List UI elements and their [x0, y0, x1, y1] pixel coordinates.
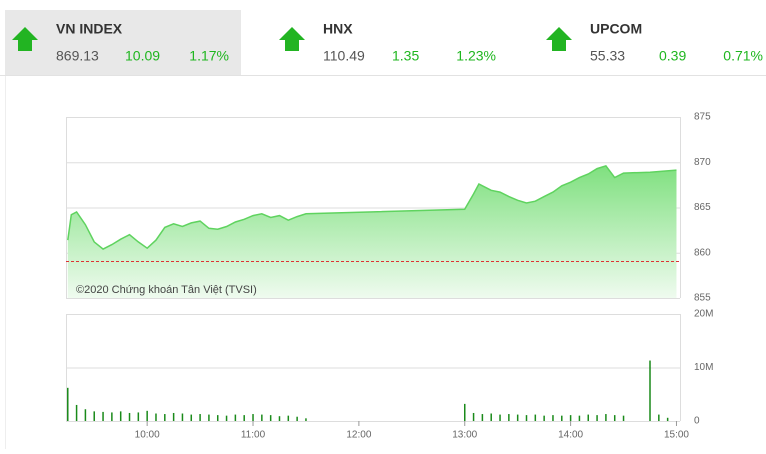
volume-bar	[622, 415, 625, 421]
y-tick-label: 875	[694, 112, 711, 123]
volume-bar	[649, 360, 651, 421]
volume-bar	[543, 415, 545, 421]
volume-bar	[552, 415, 554, 421]
up-arrow	[546, 27, 572, 51]
volume-bar	[119, 411, 122, 421]
x-tick-label: 14:00	[558, 430, 583, 441]
volume-bar	[234, 414, 237, 421]
volume-bar	[605, 414, 607, 421]
volume-bar	[525, 415, 528, 421]
y-tick-label: 855	[694, 293, 711, 304]
volume-bar	[587, 414, 590, 421]
volume-bar	[243, 415, 245, 421]
volume-bar	[199, 414, 201, 421]
x-tick-label: 12:00	[346, 430, 371, 441]
volume-bar	[261, 414, 263, 421]
up-arrow	[279, 27, 305, 51]
index-name[interactable]: UPCOM	[590, 21, 642, 37]
index-value: 55.33	[590, 48, 625, 64]
up-arrow	[12, 27, 38, 51]
index-change: 10.09	[125, 48, 160, 64]
volume-bar	[561, 415, 563, 421]
index-percent: 1.23%	[456, 48, 496, 64]
volume-bar	[252, 414, 254, 421]
volume-bar	[190, 414, 193, 421]
x-tick-label: 13:00	[452, 430, 477, 441]
volume-bar	[84, 409, 87, 421]
volume-bar	[481, 414, 484, 421]
index-value: 110.49	[323, 48, 365, 64]
volume-bar	[499, 414, 501, 421]
volume-bar	[164, 414, 166, 421]
index-percent: 0.71%	[723, 48, 763, 64]
volume-bar	[75, 404, 78, 421]
volume-bar	[296, 416, 298, 421]
y-tick-label: 0	[694, 416, 700, 427]
volume-bar	[278, 416, 281, 421]
volume-bar	[534, 414, 537, 421]
x-tick-label: 10:00	[135, 430, 160, 441]
volume-bar	[128, 412, 131, 421]
index-percent: 1.17%	[189, 48, 229, 64]
index-name[interactable]: HNX	[323, 21, 353, 37]
volume-bar	[490, 413, 492, 421]
volume-bar	[596, 415, 598, 421]
x-tick-label: 11:00	[241, 430, 266, 441]
volume-bar	[508, 414, 510, 421]
volume-bar	[666, 417, 669, 421]
volume-bar	[658, 414, 660, 421]
watermark: ©2020 Chứng khoán Tân Việt (TVSI)	[76, 284, 257, 296]
volume-bar	[305, 418, 307, 421]
volume-bar	[102, 411, 104, 421]
volume-bar	[269, 415, 272, 421]
y-tick-label: 870	[694, 157, 711, 168]
index-change: 0.39	[659, 48, 686, 64]
volume-bar	[516, 414, 519, 421]
index-value: 869.13	[56, 48, 99, 64]
volume-bar	[208, 414, 210, 421]
y-tick-label: 10M	[694, 362, 713, 373]
volume-bar	[137, 412, 140, 421]
volume-bar	[578, 415, 581, 421]
volume-bar	[287, 415, 290, 421]
volume-bar	[93, 411, 95, 421]
index-change: 1.35	[392, 48, 419, 64]
price-line	[67, 165, 677, 250]
selected-index-bg	[5, 10, 241, 75]
volume-bar	[472, 412, 475, 421]
volume-bar	[216, 415, 219, 421]
volume-bar	[172, 412, 175, 421]
volume-bar	[463, 403, 466, 421]
volume-bar	[181, 413, 184, 421]
y-tick-label: 860	[694, 247, 711, 258]
volume-bar	[613, 415, 616, 421]
volume-bar	[155, 413, 157, 421]
index-name[interactable]: VN INDEX	[56, 21, 123, 37]
volume-bar	[111, 412, 113, 421]
volume-bar	[225, 415, 228, 421]
price-area	[67, 165, 677, 298]
volume-bar	[67, 387, 69, 421]
x-tick-label: 15:00	[664, 430, 689, 441]
volume-bar	[569, 415, 572, 421]
y-tick-label: 20M	[694, 309, 713, 320]
volume-bar	[146, 410, 148, 421]
y-tick-label: 865	[694, 202, 711, 213]
